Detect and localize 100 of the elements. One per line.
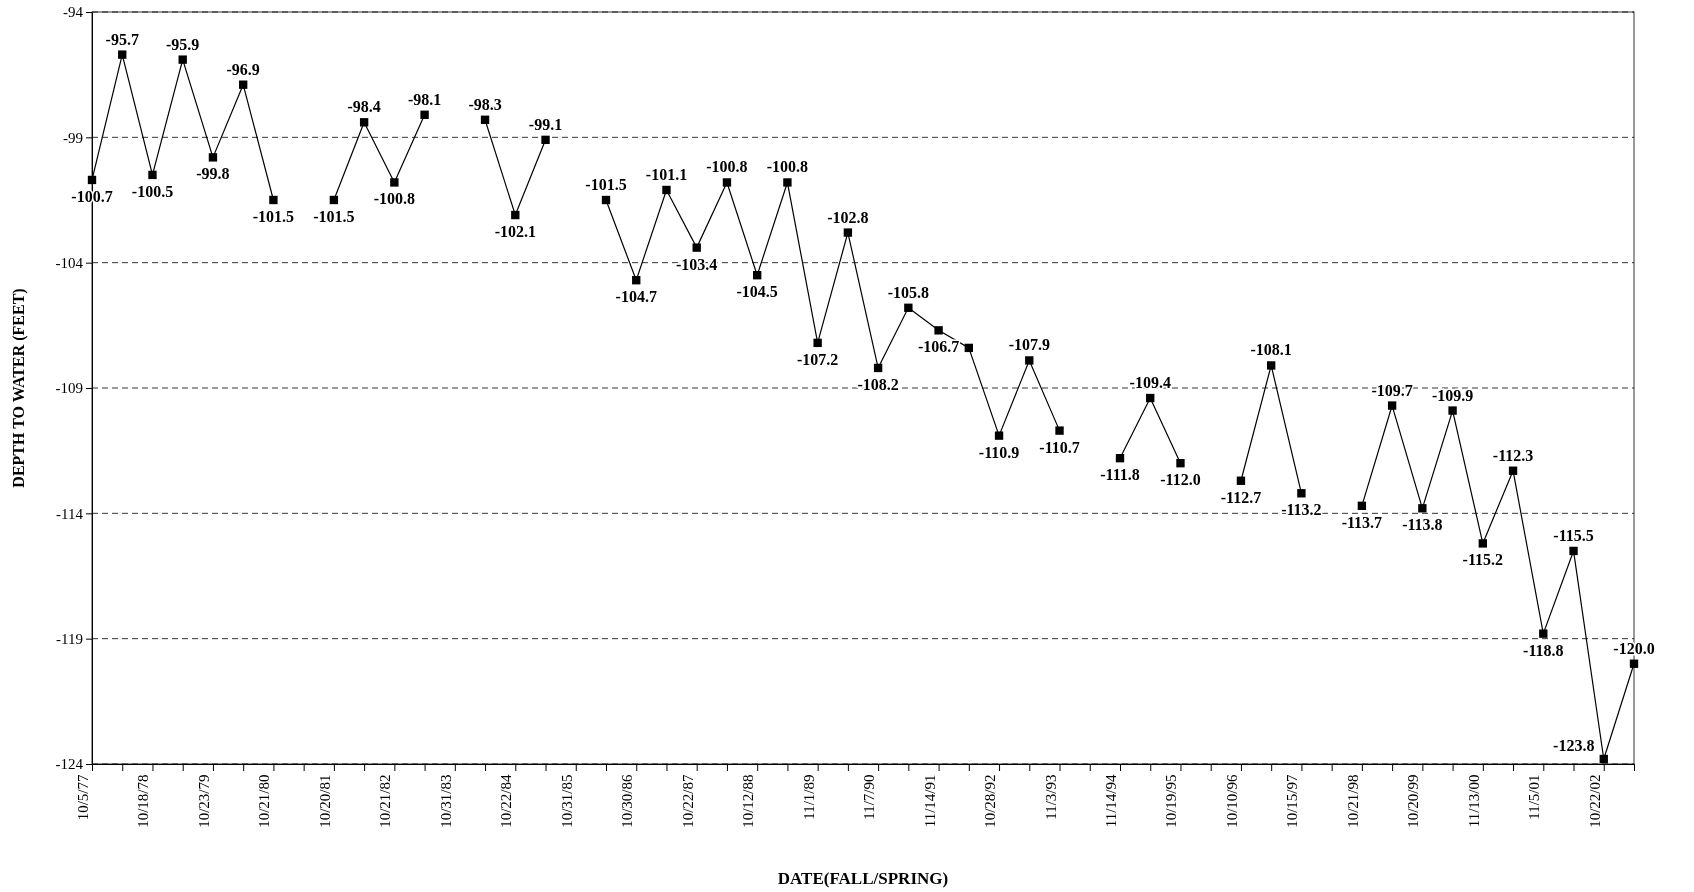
x-tick-label: 10/30/86 <box>619 774 636 828</box>
point <box>238 80 248 89</box>
x-tick-label: 11/13/00 <box>1465 774 1482 828</box>
point <box>511 210 520 220</box>
point <box>692 243 701 252</box>
data-label: -113.8 <box>1402 516 1443 534</box>
data-label: -96.9 <box>226 60 260 78</box>
data-label: -100.8 <box>766 158 809 176</box>
data-label: -120.0 <box>1613 639 1655 657</box>
x-tick-label: 11/1/89 <box>800 774 817 820</box>
point <box>480 115 490 124</box>
point <box>1418 504 1427 513</box>
y-axis-title: DEPTH TO WATER (FEET) <box>10 288 28 488</box>
point <box>1055 426 1064 435</box>
point <box>1297 489 1306 498</box>
y-tick-label: -124 <box>55 756 84 773</box>
x-tick-label: 10/22/02 <box>1586 774 1603 828</box>
data-label: -102.1 <box>494 223 536 241</box>
data-label: -111.8 <box>1100 466 1140 484</box>
x-tick-label: 10/15/97 <box>1284 774 1301 828</box>
point <box>632 276 641 285</box>
data-label: -99.8 <box>196 165 230 183</box>
data-label: -100.5 <box>131 182 174 200</box>
x-axis-title: DATE(FALL/SPRING) <box>777 869 949 888</box>
data-label: -112.0 <box>1160 471 1201 489</box>
data-label: -98.4 <box>347 98 381 116</box>
data-label: -102.8 <box>827 208 869 226</box>
data-label: -112.3 <box>1492 446 1534 464</box>
data-label: -107.2 <box>796 350 839 368</box>
point <box>87 175 97 185</box>
point <box>964 343 974 353</box>
x-tick-label: 10/22/87 <box>679 774 696 828</box>
point <box>873 363 883 373</box>
x-tick-label: 10/22/84 <box>498 774 515 828</box>
data-label: -118.8 <box>1523 641 1564 659</box>
y-tick-label: -99 <box>63 129 83 146</box>
y-tick-label: -104 <box>55 254 84 271</box>
point <box>752 271 762 280</box>
data-label: -108.2 <box>857 375 899 393</box>
point <box>359 118 369 127</box>
point <box>783 178 792 187</box>
point <box>662 185 671 195</box>
point <box>994 431 1004 440</box>
data-label: -104.7 <box>615 288 657 306</box>
point <box>148 170 157 180</box>
x-tick-label: 10/31/83 <box>437 774 454 828</box>
y-tick-label: -109 <box>55 380 83 397</box>
x-tick-label: 10/31/85 <box>558 774 575 828</box>
x-tick-label: 10/28/92 <box>982 774 999 828</box>
point <box>178 55 187 64</box>
x-tick-label: 10/19/95 <box>1163 774 1180 828</box>
point <box>1266 361 1276 370</box>
x-tick-label: 11/14/91 <box>921 774 938 828</box>
data-label: -109.9 <box>1431 386 1474 404</box>
point <box>1478 539 1488 548</box>
x-tick-label: 10/10/96 <box>1223 774 1240 828</box>
x-tick-label: 10/23/79 <box>195 774 212 828</box>
point <box>269 195 278 205</box>
x-tick-label: 11/3/93 <box>1042 774 1059 820</box>
data-label: -101.5 <box>585 176 627 193</box>
y-tick-label: -114 <box>56 505 84 522</box>
x-tick-label: 10/20/81 <box>316 774 333 828</box>
point <box>118 50 127 59</box>
x-tick-label: 11/14/94 <box>1103 774 1119 828</box>
data-label: -98.3 <box>468 95 502 113</box>
point <box>904 303 913 312</box>
point <box>1025 356 1034 365</box>
point <box>722 178 732 187</box>
point <box>1236 476 1246 485</box>
data-label: -95.7 <box>105 30 139 48</box>
data-label: -100.8 <box>706 158 748 176</box>
data-label: -95.9 <box>166 35 200 53</box>
data-label: -112.7 <box>1220 488 1262 506</box>
x-tick-label: 11/7/90 <box>861 774 878 820</box>
point <box>1508 466 1518 475</box>
x-tick-label: 10/20/99 <box>1405 774 1422 828</box>
data-label: -115.5 <box>1553 526 1594 544</box>
data-label: -101.5 <box>252 208 295 225</box>
x-tick-label: 10/21/98 <box>1344 774 1361 828</box>
point <box>1357 501 1367 510</box>
data-label: -113.7 <box>1341 513 1383 531</box>
data-label: -115.2 <box>1462 551 1504 569</box>
point <box>1176 459 1185 468</box>
point <box>329 195 339 205</box>
point <box>1146 393 1155 403</box>
data-label: -110.9 <box>978 443 1020 461</box>
x-tick-label: 10/21/82 <box>377 774 394 828</box>
point <box>843 228 853 237</box>
point <box>1448 406 1457 415</box>
data-label: -101.1 <box>645 165 688 183</box>
x-tick-label: 10/5/77 <box>75 774 91 821</box>
data-label: -104.5 <box>736 283 778 301</box>
y-tick-label: -119 <box>56 630 83 647</box>
point <box>601 195 611 205</box>
point <box>420 110 429 119</box>
data-label: -99.1 <box>528 115 563 133</box>
data-label: -110.7 <box>1039 438 1080 456</box>
data-label: -123.8 <box>1553 736 1595 754</box>
point <box>208 153 218 162</box>
point <box>1539 629 1548 638</box>
